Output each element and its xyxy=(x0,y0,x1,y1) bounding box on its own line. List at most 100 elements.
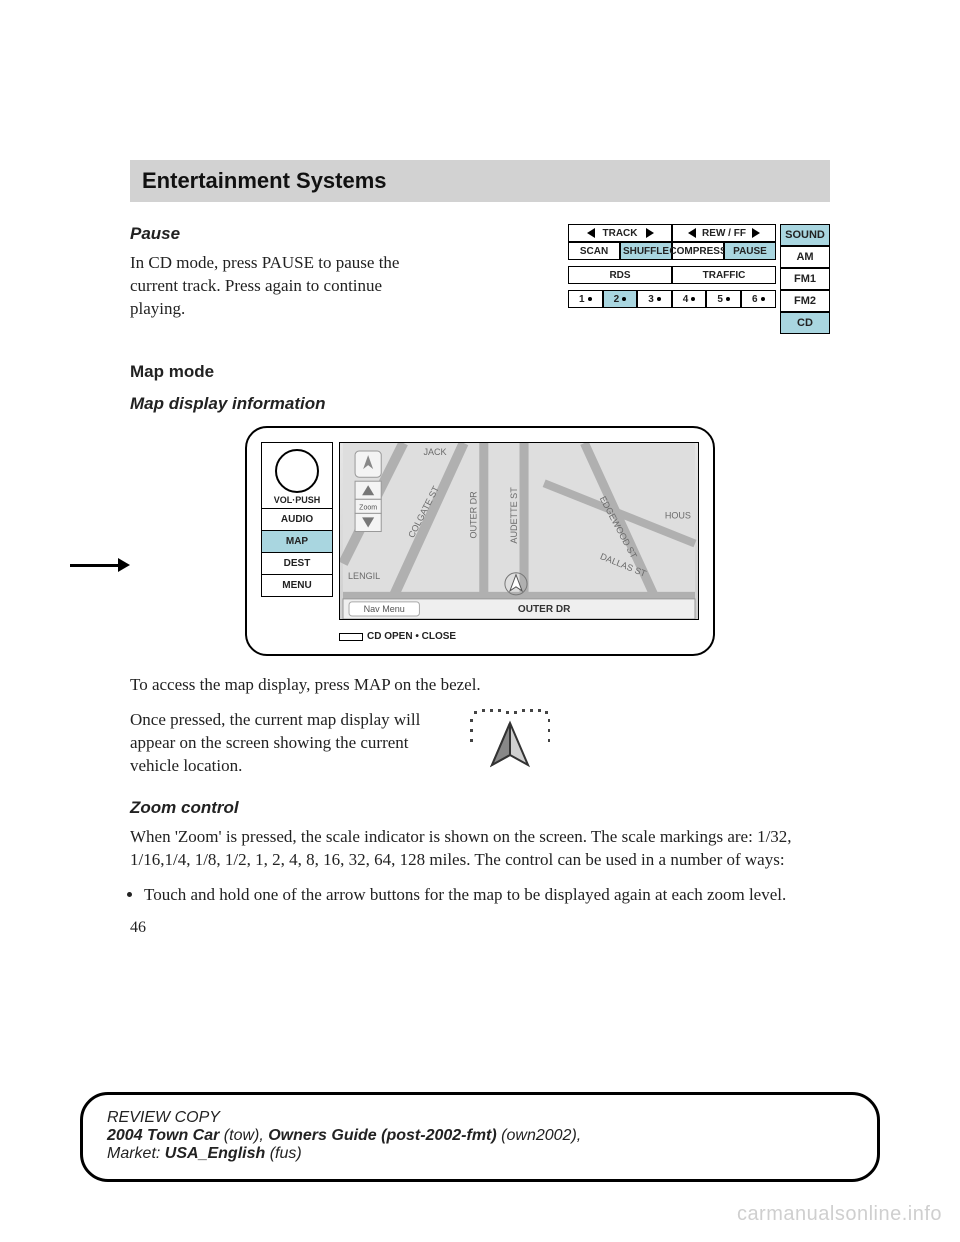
footer-line2: 2004 Town Car (tow), Owners Guide (post-… xyxy=(107,1127,853,1145)
menu-label: MENU xyxy=(282,580,311,591)
traffic-label: TRAFFIC xyxy=(703,270,746,281)
preset-2[interactable]: 2 xyxy=(603,290,638,308)
sound-label: SOUND xyxy=(785,229,825,241)
audio-button[interactable]: AUDIO xyxy=(262,508,332,530)
band-column: SOUND AM FM1 FM2 CD xyxy=(780,224,830,334)
preset-4[interactable]: 4 xyxy=(672,290,707,308)
am-button[interactable]: AM xyxy=(780,246,830,268)
scan-label: SCAN xyxy=(580,246,608,257)
shuffle-button[interactable]: SHUFFLE xyxy=(620,242,672,260)
page-content: Entertainment Systems Pause In CD mode, … xyxy=(130,160,830,953)
audio-panel: TRACK REW / FF SCAN SHUFFLE COMPRESS PAU… xyxy=(568,224,830,334)
traffic-button[interactable]: TRAFFIC xyxy=(672,266,776,284)
footer-line1: REVIEW COPY xyxy=(107,1109,853,1127)
pause-section: Pause In CD mode, press PAUSE to pause t… xyxy=(130,224,830,334)
cd-open-close[interactable]: CD OPEN • CLOSE xyxy=(339,631,456,642)
svg-text:OUTER DR: OUTER DR xyxy=(518,604,571,615)
fm1-button[interactable]: FM1 xyxy=(780,268,830,290)
footer-market: USA_English xyxy=(165,1145,265,1162)
preset-3[interactable]: 3 xyxy=(637,290,672,308)
zoom-bullet-1: Touch and hold one of the arrow buttons … xyxy=(144,884,830,907)
track-button[interactable]: TRACK xyxy=(568,224,672,242)
page-number: 46 xyxy=(130,919,830,937)
sound-button[interactable]: SOUND xyxy=(780,224,830,246)
vol-push-label: VOL·PUSH xyxy=(262,495,332,508)
footer-guide: Owners Guide (post-2002-fmt) xyxy=(268,1127,496,1144)
shuffle-label: SHUFFLE xyxy=(623,246,669,257)
rewff-label: REW / FF xyxy=(702,228,746,239)
preset-6[interactable]: 6 xyxy=(741,290,776,308)
rewff-button[interactable]: REW / FF xyxy=(672,224,776,242)
triangle-left-icon xyxy=(688,228,696,238)
compress-button[interactable]: COMPRESS xyxy=(672,242,724,260)
pause-body: In CD mode, press PAUSE to pause the cur… xyxy=(130,252,430,321)
fm2-label: FM2 xyxy=(794,295,816,307)
triangle-left-icon xyxy=(587,228,595,238)
preset-label: 4 xyxy=(683,294,689,305)
nav-unit-figure: VOL·PUSH AUDIO MAP DEST MENU xyxy=(130,426,830,656)
rds-button[interactable]: RDS xyxy=(568,266,672,284)
map-access-text: To access the map display, press MAP on … xyxy=(130,674,830,697)
preset-label: 5 xyxy=(717,294,723,305)
preset-label: 3 xyxy=(648,294,654,305)
dest-label: DEST xyxy=(284,558,311,569)
pause-button[interactable]: PAUSE xyxy=(724,242,776,260)
svg-text:JACK: JACK xyxy=(423,447,446,457)
watermark: carmanualsonline.info xyxy=(737,1203,942,1226)
pause-label: PAUSE xyxy=(733,246,767,257)
pause-heading: Pause xyxy=(130,224,550,244)
footer-tow: (tow), xyxy=(219,1127,268,1144)
dot-icon xyxy=(726,297,730,301)
cd-label: CD xyxy=(797,317,813,329)
svg-text:Zoom: Zoom xyxy=(359,504,377,511)
rds-label: RDS xyxy=(609,270,630,281)
preset-label: 6 xyxy=(752,294,758,305)
preset-1[interactable]: 1 xyxy=(568,290,603,308)
nav-left-controls: VOL·PUSH AUDIO MAP DEST MENU xyxy=(261,442,333,597)
menu-button[interactable]: MENU xyxy=(262,574,332,596)
preset-label: 1 xyxy=(579,294,585,305)
audio-label: AUDIO xyxy=(281,514,313,525)
footer-model: 2004 Town Car xyxy=(107,1127,219,1144)
preset-5[interactable]: 5 xyxy=(706,290,741,308)
arrow-right-icon xyxy=(70,558,130,572)
triangle-right-icon xyxy=(646,228,654,238)
map-once-pressed: Once pressed, the current map display wi… xyxy=(130,709,430,778)
compress-label: COMPRESS xyxy=(669,246,726,257)
svg-text:OUTER DR: OUTER DR xyxy=(469,491,479,539)
scan-button[interactable]: SCAN xyxy=(568,242,620,260)
preset-label: 2 xyxy=(614,294,620,305)
map-mode-heading: Map mode xyxy=(130,362,830,382)
dot-icon xyxy=(691,297,695,301)
cd-slot-icon xyxy=(339,633,363,641)
footer-fus: (fus) xyxy=(265,1145,301,1162)
cd-open-label: CD OPEN • CLOSE xyxy=(367,631,456,642)
fm2-button[interactable]: FM2 xyxy=(780,290,830,312)
map-button[interactable]: MAP xyxy=(262,530,332,552)
map-canvas: COLGATE ST OUTER DR AUDETTE ST EDGEWOOD … xyxy=(340,443,698,619)
svg-text:LENGIL: LENGIL xyxy=(348,571,380,581)
volume-knob[interactable] xyxy=(275,449,319,493)
dot-icon xyxy=(622,297,626,301)
zoom-bullets: Touch and hold one of the arrow buttons … xyxy=(130,884,830,907)
map-label: MAP xyxy=(286,536,308,547)
svg-text:HOUS: HOUS xyxy=(665,510,691,520)
cd-button[interactable]: CD xyxy=(780,312,830,334)
zoom-heading: Zoom control xyxy=(130,798,830,818)
fm1-label: FM1 xyxy=(794,273,816,285)
section-title: Entertainment Systems xyxy=(142,168,818,194)
nav-screen[interactable]: COLGATE ST OUTER DR AUDETTE ST EDGEWOOD … xyxy=(339,442,699,620)
dot-icon xyxy=(588,297,592,301)
zoom-body: When 'Zoom' is pressed, the scale indica… xyxy=(130,826,830,872)
track-label: TRACK xyxy=(603,228,638,239)
map-display-subheading: Map display information xyxy=(130,394,830,414)
footer-own: (own2002), xyxy=(497,1127,582,1144)
footer-box: REVIEW COPY 2004 Town Car (tow), Owners … xyxy=(80,1092,880,1182)
svg-text:Nav Menu: Nav Menu xyxy=(364,604,405,614)
triangle-right-icon xyxy=(752,228,760,238)
dest-button[interactable]: DEST xyxy=(262,552,332,574)
vehicle-location-icon xyxy=(470,709,550,784)
footer-market-label: Market: xyxy=(107,1145,165,1162)
am-label: AM xyxy=(796,251,813,263)
section-header: Entertainment Systems xyxy=(130,160,830,202)
